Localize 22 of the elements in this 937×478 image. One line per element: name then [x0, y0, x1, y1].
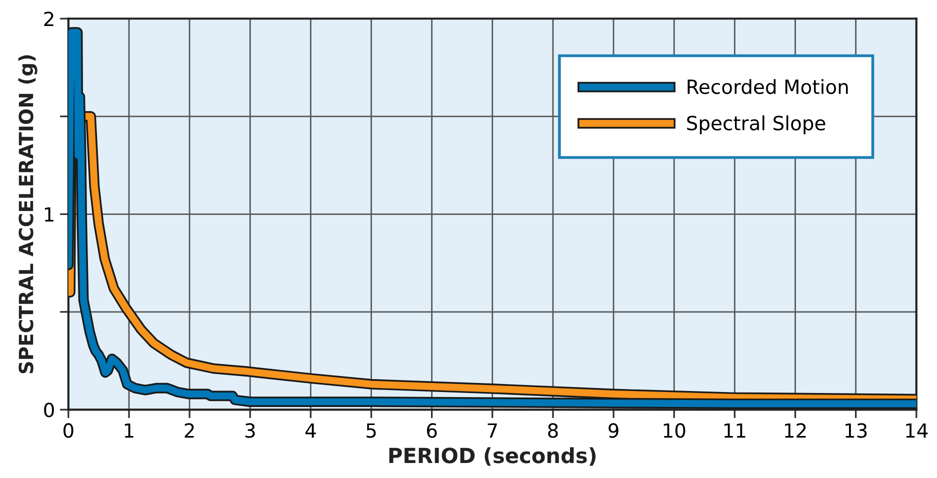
x-tick-label: 13 — [846, 423, 867, 438]
x-axis-title: PERIOD (seconds) — [389, 447, 596, 466]
x-tick-label: 7 — [488, 423, 497, 438]
x-tick-label: 1 — [124, 423, 134, 438]
x-tick-label: 6 — [426, 423, 437, 438]
x-tick-label: 8 — [548, 423, 558, 438]
x-tick-label: 0 — [63, 423, 74, 438]
x-tick-label: 12 — [785, 423, 806, 438]
y-tick-label: 2 — [44, 12, 54, 26]
x-tick-label: 3 — [245, 423, 255, 438]
x-tick-label: 2 — [184, 423, 194, 438]
y-tick-label: 1 — [44, 207, 54, 222]
x-tick-label: 10 — [664, 423, 686, 438]
legend-label: Spectral Slope — [687, 115, 826, 134]
x-tick-label: 14 — [906, 423, 928, 438]
legend-label: Recorded Motion — [688, 79, 848, 94]
y-tick-label: 0 — [44, 402, 54, 418]
x-tick-label: 4 — [305, 423, 316, 438]
x-tick-label: 5 — [366, 423, 376, 438]
y-axis-title: SPECTRAL ACCELERATION (g) — [18, 55, 38, 374]
x-tick-label: 11 — [724, 423, 746, 438]
x-tick-label: 9 — [608, 423, 618, 438]
